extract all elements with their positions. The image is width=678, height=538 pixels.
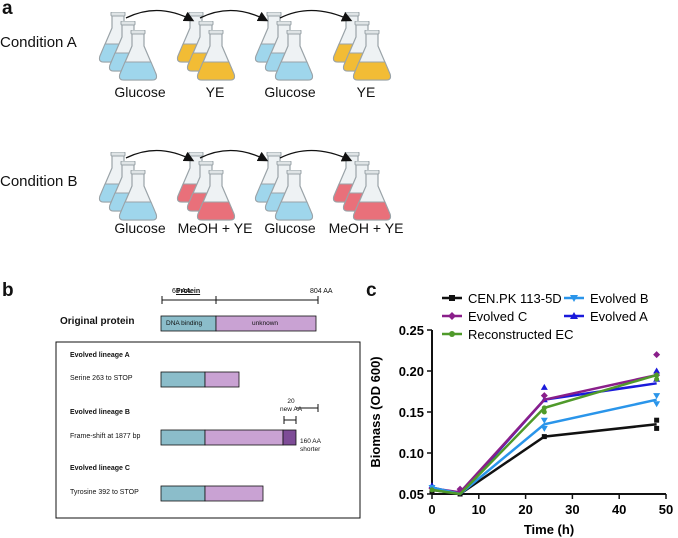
- aa-65-label: 65 AA: [172, 288, 191, 295]
- medium-label: MeOH + YE: [328, 220, 404, 236]
- legend-label: Evolved C: [468, 309, 527, 324]
- y-tick-label: 0.10: [399, 446, 424, 461]
- data-point: [654, 417, 660, 423]
- arrow-b2: [199, 149, 269, 162]
- data-point: [654, 372, 660, 378]
- data-point: [654, 376, 660, 382]
- data-point: [540, 425, 548, 432]
- arrow-b1: [125, 149, 195, 162]
- y-tick-label: 0.25: [399, 323, 424, 338]
- shorter-label: 160 AA shorter: [300, 438, 321, 453]
- data-point: [540, 383, 548, 390]
- biomass-chart: 0 10 20 30 40 50 0.05 0.10 0.15 0.20 0.25 Time (h) B…: [368, 291, 673, 537]
- data-point: [653, 367, 661, 374]
- x-tick-label: 0: [428, 502, 435, 517]
- aa-804-label: 804 AA: [310, 288, 333, 295]
- legend-marker: [570, 295, 578, 302]
- flask-icon: [116, 169, 160, 222]
- data-point: [429, 487, 435, 493]
- condition-b-label: Condition B: [0, 173, 78, 190]
- medium-label: Glucose: [264, 84, 316, 100]
- legend-label: Evolved A: [590, 309, 648, 324]
- series-line: [431, 373, 657, 496]
- lineage-b-desc: Frame-shift at 1877 bp: [70, 433, 141, 440]
- new-aa-label: 20 new AA: [280, 398, 303, 413]
- legend-marker: [449, 331, 455, 337]
- flask-icon: [350, 29, 394, 82]
- legend-label: CEN.PK 113-5D: [468, 291, 562, 306]
- protein-header: Protein: [176, 288, 201, 295]
- x-tick-label: 40: [612, 502, 626, 517]
- panel-b-label: b: [2, 280, 14, 301]
- legend-label: Evolved B: [590, 291, 649, 306]
- flask-icon: [272, 169, 316, 222]
- medium-label: Glucose: [264, 220, 316, 236]
- data-point: [540, 417, 548, 424]
- unknown-label: unknown: [252, 320, 279, 327]
- medium-label: YE: [205, 84, 225, 100]
- y-tick-label: 0.20: [399, 364, 424, 379]
- medium-label: Glucose: [114, 84, 166, 100]
- x-tick-label: 30: [565, 502, 579, 517]
- data-point: [541, 434, 547, 440]
- lineage-c-title: Evolved lineage C: [70, 465, 130, 472]
- arrow-b3: [279, 149, 353, 162]
- lineage-a-dna: [160, 371, 206, 388]
- data-point: [541, 405, 547, 411]
- data-point: [653, 393, 661, 400]
- data-point: [540, 392, 548, 400]
- lineage-a-title: Evolved lineage A: [70, 352, 130, 359]
- y-tick-label: 0.15: [399, 405, 424, 420]
- arrow-a3: [279, 9, 353, 22]
- lineage-b-dna: [160, 429, 206, 446]
- condition-a-label: Condition A: [0, 34, 77, 51]
- lineage-c-desc: Tyrosine 392 to STOP: [70, 489, 139, 496]
- protein-diagram: [55, 296, 361, 519]
- original-unknown-domain: [215, 315, 317, 332]
- data-point: [541, 409, 547, 415]
- arrow-a1: [125, 9, 195, 22]
- flask-icon: [194, 169, 238, 222]
- flask-icon: [116, 29, 160, 82]
- x-tick-label: 20: [518, 502, 532, 517]
- medium-label: Glucose: [114, 220, 166, 236]
- lineage-b-title: Evolved lineage B: [70, 409, 130, 416]
- lineage-b-unknown: [204, 429, 284, 446]
- medium-label: MeOH + YE: [177, 220, 253, 236]
- legend-marker: [448, 312, 456, 320]
- arrow-a2: [199, 9, 269, 22]
- flask-icon: [350, 169, 394, 222]
- dna-binding-label: DNA binding: [166, 320, 203, 327]
- lineage-a-unknown: [204, 371, 240, 388]
- flask-icon: [272, 29, 316, 82]
- panel-c-label: c: [366, 280, 377, 301]
- lineage-c-dna: [160, 485, 206, 502]
- legend-label: Reconstructed EC: [468, 327, 574, 342]
- flask-icon: [194, 29, 238, 82]
- lineage-a-desc: Serine 263 to STOP: [70, 375, 133, 382]
- y-axis-label: Biomass (OD 600): [368, 356, 383, 467]
- data-point: [653, 351, 661, 359]
- panel-b: Protein 65 AA 65 AA 804 AA Original prot…: [0, 288, 362, 520]
- data-point: [654, 425, 660, 431]
- original-protein-label: Original protein: [60, 316, 135, 327]
- data-point: [653, 401, 661, 408]
- legend-marker: [449, 295, 455, 301]
- lineage-b-new-aa: [282, 429, 297, 446]
- panel-a-label: a: [2, 0, 13, 19]
- x-axis-label: Time (h): [524, 522, 574, 537]
- medium-label: YE: [356, 84, 376, 100]
- y-tick-label: 0.05: [399, 487, 424, 502]
- data-point: [456, 485, 464, 493]
- lineage-c-unknown: [204, 485, 264, 502]
- x-tick-label: 50: [659, 502, 673, 517]
- transfer-arrows: [125, 9, 353, 162]
- lineage-box: [55, 341, 361, 519]
- legend-marker: [570, 312, 578, 319]
- x-tick-label: 10: [472, 502, 486, 517]
